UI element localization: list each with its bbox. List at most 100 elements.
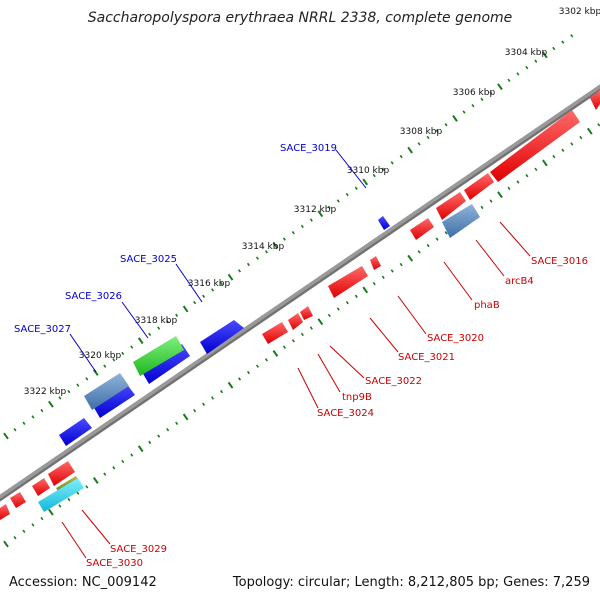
gene-label[interactable]: SACE_3019 — [280, 143, 337, 154]
scale-label: 3310 kbp — [347, 166, 390, 176]
tick-mark — [327, 205, 331, 210]
tick-mark — [291, 339, 295, 343]
gene-label[interactable]: tnp9B — [342, 392, 372, 403]
gene-label[interactable]: SACE_3026 — [65, 291, 122, 302]
leader-line — [397, 295, 427, 335]
gene-label[interactable]: SACE_3027 — [14, 324, 71, 335]
gene-arrow-reverse[interactable] — [0, 504, 10, 520]
leader-line — [499, 221, 531, 257]
leader-line — [443, 261, 473, 301]
gene-arrow-reverse[interactable] — [10, 492, 26, 508]
leader-line — [61, 521, 87, 559]
tick-mark — [309, 326, 313, 330]
leader-line — [175, 263, 203, 303]
tick-mark — [444, 123, 448, 127]
gene-arrow-forward[interactable] — [142, 344, 190, 384]
tick-mark — [92, 477, 99, 484]
tick-mark — [85, 377, 89, 381]
gene-arrow-reverse[interactable] — [410, 218, 434, 240]
tick-mark — [112, 358, 116, 362]
gene-arrow-green[interactable] — [133, 336, 184, 376]
tick-mark — [516, 180, 520, 184]
tick-mark — [175, 421, 179, 426]
gene-arrow-forward[interactable] — [200, 320, 244, 354]
tick-mark — [58, 396, 62, 400]
scale-label: 3318 kbp — [135, 316, 178, 326]
tick-mark — [336, 199, 340, 203]
gene-arrow-reverse[interactable] — [262, 322, 288, 344]
tick-mark — [137, 337, 144, 345]
gene-arrow-reverse[interactable] — [32, 478, 50, 496]
leader-line — [69, 333, 97, 373]
tick-mark — [157, 326, 161, 330]
gene-label[interactable]: SACE_3025 — [120, 254, 177, 265]
tick-mark — [103, 472, 107, 476]
gene-arrow-forward[interactable] — [378, 216, 390, 230]
gene-arrow-reverse[interactable] — [464, 173, 494, 200]
tick-mark — [570, 34, 574, 38]
tick-mark — [407, 254, 414, 262]
tick-mark — [282, 237, 286, 241]
tick-mark — [227, 381, 234, 389]
tick-mark — [121, 459, 125, 464]
scale-label: 3320 kbp — [79, 351, 122, 361]
gene-arrow-reverse[interactable] — [490, 110, 580, 182]
scale-label: 3304 kbp — [505, 48, 548, 58]
gene-arrow-reverse[interactable] — [590, 90, 600, 110]
tick-mark — [471, 104, 475, 108]
tick-mark — [67, 497, 71, 502]
tick-mark — [345, 192, 349, 197]
tick-mark — [489, 91, 493, 95]
gene-label[interactable]: SACE_3024 — [317, 408, 374, 419]
gene-label[interactable]: SACE_3020 — [427, 333, 484, 344]
gene-arrow-cyan[interactable] — [38, 478, 84, 512]
tick-mark — [507, 78, 511, 82]
gene-arrow-reverse[interactable] — [328, 266, 368, 298]
tick-mark — [264, 358, 268, 362]
scale-labels: 3302 kbp 3304 kbp 3306 kbp 3308 kbp 3310… — [24, 7, 600, 397]
tick-mark — [112, 466, 116, 470]
tick-mark — [497, 83, 503, 91]
gene-arrow-reverse[interactable] — [436, 192, 466, 220]
gene-label[interactable]: SACE_3016 — [531, 256, 588, 267]
leader-line — [297, 367, 319, 409]
tick-mark — [497, 191, 503, 199]
tick-mark — [444, 231, 448, 235]
tick-mark — [381, 167, 385, 171]
tick-mark — [291, 231, 295, 235]
gene-arrow-reverse[interactable] — [288, 313, 303, 330]
tick-mark — [300, 332, 304, 337]
tick-mark — [345, 300, 349, 305]
tick-mark — [85, 485, 89, 489]
tick-mark — [3, 432, 9, 440]
gene-arrow-forward[interactable] — [59, 418, 92, 446]
gene-arrow-steel[interactable] — [84, 373, 129, 410]
tick-mark — [246, 370, 251, 375]
tick-mark — [552, 46, 556, 51]
tick-mark — [300, 224, 304, 229]
gene-label[interactable]: SACE_3030 — [86, 558, 143, 569]
gene-label[interactable]: phaB — [474, 300, 500, 311]
tick-mark — [489, 199, 493, 203]
tick-mark — [48, 508, 54, 516]
tick-mark — [452, 114, 458, 122]
tick-mark — [507, 186, 511, 191]
tick-mark — [534, 59, 538, 63]
tick-mark — [166, 428, 170, 432]
tick-mark — [22, 421, 26, 425]
tick-mark — [407, 146, 413, 154]
gene-arrow-steel[interactable] — [442, 204, 480, 238]
gene-arrow-reverse[interactable] — [48, 461, 75, 486]
scale-label: 3312 kbp — [294, 205, 337, 215]
gene-arrow-forward[interactable] — [93, 383, 135, 418]
tick-mark — [193, 408, 197, 413]
gene-label[interactable]: SACE_3029 — [110, 544, 167, 555]
gene-label[interactable]: arcB4 — [505, 276, 534, 287]
gene-label[interactable]: SACE_3022 — [365, 376, 422, 387]
gene-label[interactable]: SACE_3021 — [398, 352, 455, 363]
gene-arrow-reverse[interactable] — [370, 256, 381, 270]
tick-mark — [381, 275, 385, 279]
gene-arrow-reverse[interactable] — [300, 306, 313, 320]
genome-backbone-shadow — [0, 88, 600, 502]
